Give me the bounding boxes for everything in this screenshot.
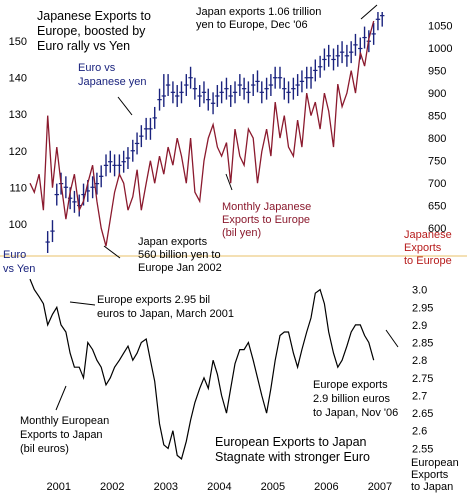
eu-exports-annotation-3: (bil euros) — [20, 443, 69, 455]
top-title-1: Japanese Exports to — [37, 9, 151, 23]
jan2002-annotation-3: Europe Jan 2002 — [138, 262, 222, 274]
jp-exports-annotation-2: Exports to Europe — [222, 214, 310, 226]
x-tick-label: 2002 — [100, 481, 124, 493]
euro-yen-pointer — [117, 96, 133, 116]
nov2006-annotation-2: 2.9 billion euros — [313, 393, 391, 405]
left-tick-label: 140 — [9, 73, 27, 85]
bottom-title-2: Stagnate with stronger Euro — [215, 450, 370, 464]
right-tick-label: 800 — [428, 133, 446, 145]
right-tick-label: 2.85 — [412, 338, 433, 350]
x-tick-label: 2004 — [207, 481, 231, 493]
x-tick-label: 2001 — [47, 481, 71, 493]
dec2006-annotation-1: Japan exports 1.06 trillion — [196, 6, 321, 18]
x-tick-label: 2003 — [154, 481, 178, 493]
left-axis-label-1: Euro — [3, 249, 26, 261]
right-tick-label: 1050 — [428, 21, 452, 33]
right-axis-label-2: Exports — [404, 242, 442, 254]
japanese-exports-line — [29, 20, 375, 247]
eu-exports-pointer — [55, 385, 67, 411]
right-tick-label: 950 — [428, 66, 446, 78]
left-tick-label: 150 — [9, 36, 27, 48]
top-title-2: Europe, boosted by — [37, 24, 146, 38]
right-tick-label: 2.65 — [412, 408, 433, 420]
top-title-3: Euro rally vs Yen — [37, 39, 130, 53]
right-tick-label: 2.6 — [412, 426, 427, 438]
jp-exports-annotation-1: Monthly Japanese — [222, 201, 311, 213]
right-tick-label: 2.75 — [412, 373, 433, 385]
right-tick-label: 2.7 — [412, 390, 427, 402]
mar2001-annotation-1: Europe exports 2.95 bil — [97, 294, 210, 306]
x-tick-label: 2007 — [368, 481, 392, 493]
right-tick-label: 2.9 — [412, 320, 427, 332]
mar2001-annotation-2: euros to Japan, March 2001 — [97, 308, 234, 320]
bottom-title-1: European Exports to Japan — [215, 435, 367, 449]
right-tick-label: 900 — [428, 88, 446, 100]
mar2001-pointer — [69, 301, 96, 306]
dec2006-pointer — [360, 4, 378, 20]
right-tick-label: 3.0 — [412, 285, 427, 297]
nov2006-pointer — [385, 329, 399, 348]
european-exports-line — [29, 278, 375, 460]
jp-exports-annotation-3: (bil yen) — [222, 227, 261, 239]
right-tick-label: 650 — [428, 201, 446, 213]
right-tick-label: 850 — [428, 111, 446, 123]
right-tick-label: 1000 — [428, 43, 452, 55]
left-tick-label: 110 — [9, 182, 27, 194]
right-tick-label: 700 — [428, 178, 446, 190]
jan2002-pointer — [103, 245, 121, 259]
right-tick-label: 2.55 — [412, 443, 433, 455]
left-tick-label: 130 — [9, 109, 27, 121]
left-tick-label: 100 — [9, 219, 27, 231]
eu-exports-annotation-2: Exports to Japan — [20, 429, 103, 441]
top-panel: 100 110 120 130 140 150 600 650 700 750 800 850 900 9… — [0, 4, 467, 275]
left-tick-label: 120 — [9, 146, 27, 158]
x-tick-label: 2006 — [314, 481, 338, 493]
euro-yen-annotation-2: Japanese yen — [78, 76, 147, 88]
right-tick-label: 600 — [428, 223, 446, 235]
bottom-right-axis-label-3: to Japan — [411, 481, 453, 493]
x-axis: 2001 2002 2003 2004 2005 2006 2007 — [47, 481, 393, 493]
bottom-right-axis-label-1: European — [411, 457, 459, 469]
dec2006-annotation-2: yen to Europe, Dec '06 — [196, 19, 308, 31]
jan2002-annotation-2: 560 billion yen to — [138, 249, 221, 261]
jp-exports-pointer — [225, 173, 233, 191]
right-axis-label-3: to Europe — [404, 255, 452, 267]
jan2002-annotation-1: Japan exports — [138, 236, 208, 248]
x-tick-label: 2005 — [261, 481, 285, 493]
bottom-right-axis-label-2: Exports — [411, 469, 449, 481]
eu-exports-annotation-1: Monthly European — [20, 415, 109, 427]
right-tick-label: 2.8 — [412, 355, 427, 367]
euro-yen-annotation-1: Euro vs — [78, 62, 116, 74]
right-tick-label: 750 — [428, 156, 446, 168]
nov2006-annotation-1: Europe exports — [313, 379, 388, 391]
bottom-panel: 2.55 2.6 2.65 2.7 2.75 2.8 2.85 2.9 2.95 3.0 Europ… — [20, 278, 459, 493]
nov2006-annotation-3: to Japan, Nov '06 — [313, 407, 398, 419]
right-axis-label-1: Japanese — [404, 229, 452, 241]
right-tick-label: 2.95 — [412, 302, 433, 314]
left-axis-label-2: vs Yen — [3, 263, 35, 275]
